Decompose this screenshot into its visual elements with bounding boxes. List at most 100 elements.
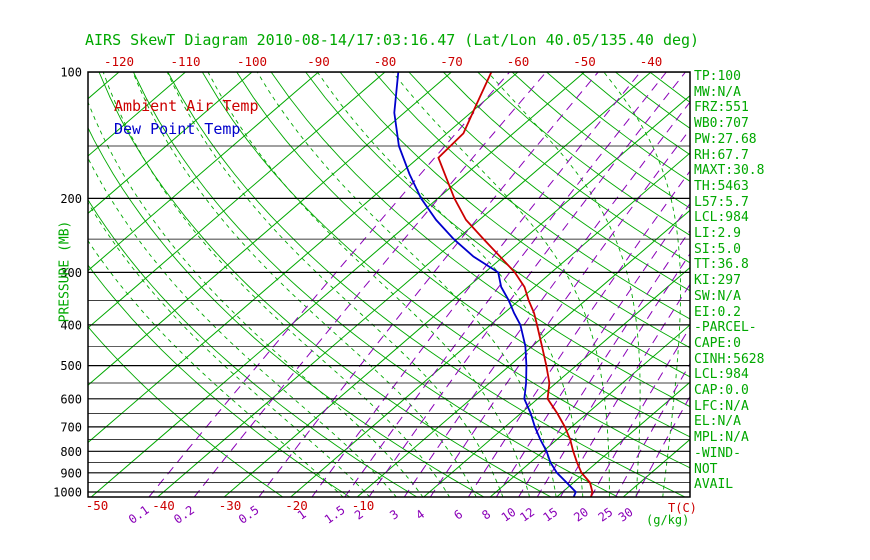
bottom-temp-tick--50: -50	[86, 498, 109, 513]
mixing-ratio-label-20: 20	[571, 505, 591, 525]
mixing-ratio-lines	[148, 72, 690, 497]
stats-line: PW:27.68	[694, 131, 757, 147]
isotherm--40	[157, 72, 652, 497]
mixing-ratio-line-20	[590, 326, 690, 497]
mixing-ratio-line-1.5	[344, 72, 667, 497]
isotherm--100	[88, 72, 253, 214]
dry-adiabat-290	[98, 72, 552, 497]
dry-adiabat-380	[408, 72, 690, 292]
dry-adiabat-390	[442, 72, 690, 264]
isotherm-10	[489, 324, 690, 497]
moist-adiabat-28	[392, 72, 610, 497]
stats-line: MPL:N/A	[694, 430, 749, 446]
isotherm--80	[88, 72, 386, 329]
stats-panel: TP:100 MW:N/A FRZ:551 WB0:707 PW:27.68 RH:67.…	[694, 69, 764, 493]
stats-line: LCL:984	[694, 367, 749, 383]
bottom-temp-tick--20: -20	[285, 498, 308, 513]
isotherm--110	[88, 72, 186, 157]
pressure-tick-100: 100	[60, 66, 82, 80]
isotherm--20	[290, 152, 690, 497]
pressure-lines	[88, 72, 690, 493]
mixing-ratio-label-6: 6	[451, 507, 465, 523]
stats-line: EI:0.2	[694, 304, 741, 320]
dry-adiabat-260	[88, 264, 351, 497]
mixing-ratio-label-4: 4	[413, 507, 427, 523]
pressure-tick-500: 500	[60, 359, 82, 373]
pressure-axis-label: PRESSURE (MB)	[57, 220, 73, 323]
stats-line: -WIND-	[694, 445, 741, 461]
stats-line: TH:5463	[694, 178, 749, 194]
plot-border	[87, 71, 691, 498]
stats-line: LFC:N/A	[694, 398, 749, 414]
isotherm-lines	[88, 72, 690, 497]
top-temp-tick--60: -60	[507, 54, 530, 69]
mixing-ratio-line-6	[467, 170, 690, 497]
temp-unit-label: T(C)	[668, 501, 697, 515]
moist-adiabat--8	[88, 201, 371, 497]
mixing-ratio-line-10	[518, 229, 690, 497]
pressure-tick-200: 200	[60, 192, 82, 206]
stats-line: CAPE:0	[694, 335, 741, 351]
moist-adiabat-4	[102, 72, 451, 497]
mixing-ratio-line-8	[495, 202, 690, 497]
stats-line: FRZ:551	[694, 100, 749, 116]
moist-adiabat-32	[487, 72, 641, 497]
dry-adiabat-410	[511, 72, 690, 209]
pressure-tick-600: 600	[60, 392, 82, 406]
pressure-tick-900: 900	[60, 466, 82, 480]
stats-line: WB0:707	[694, 116, 749, 132]
ambient-air-temp-profile	[437, 72, 594, 497]
stats-line: SW:N/A	[694, 288, 741, 304]
isotherm--30	[223, 95, 690, 497]
mixing-ratio-label-1.5: 1.5	[322, 503, 348, 527]
mixing-ratio-label-12: 12	[517, 505, 537, 525]
moist-adiabat-24	[317, 72, 584, 497]
mixing-ratio-label-25: 25	[596, 505, 616, 525]
mixing-ratio-line-12	[536, 252, 690, 497]
mixing-ratio-line-0.1	[148, 72, 510, 497]
top-temp-tick--90: -90	[307, 54, 330, 69]
dry-adiabat-330	[236, 72, 690, 438]
stats-line: SI:5.0	[694, 241, 741, 257]
top-temp-tick--80: -80	[374, 54, 397, 69]
stats-line: LI:2.9	[694, 226, 741, 242]
stats-line: KI:297	[694, 273, 741, 289]
bottom-temp-tick--10: -10	[352, 498, 375, 513]
dry-adiabat-300	[132, 72, 619, 497]
legend-ambient-air-temp: Ambient Air Temp	[114, 97, 259, 115]
axis-labels: -120 -110 -100 -90 -80 -70 -60 -50 -40 -50 -40 -30 -…	[53, 54, 662, 527]
pressure-tick-400: 400	[60, 318, 82, 332]
legend-dew-point-temp: Dew Point Temp	[114, 120, 241, 138]
moist-adiabat-20	[256, 72, 557, 497]
stats-line: AVAIL	[694, 477, 734, 493]
stats-line: MAXT:30.8	[694, 163, 765, 179]
isotherm-20	[556, 381, 690, 497]
stats-line: NOT	[694, 461, 718, 477]
moist-adiabat-16	[207, 72, 530, 497]
pressure-tick-1000: 1000	[53, 486, 82, 500]
dry-adiabat-370	[374, 72, 690, 320]
stats-line: RH:67.7	[694, 147, 749, 163]
moist-adiabat-lines	[88, 72, 681, 497]
stats-line: LCL:984	[694, 210, 749, 226]
moist-adiabat--12	[88, 239, 344, 497]
mixing-ratio-line-4	[429, 128, 690, 497]
mixing-ratio-label-3: 3	[387, 507, 401, 523]
moist-adiabat-8	[132, 72, 477, 497]
mixing-ratio-line-25	[614, 362, 690, 497]
dry-adiabat-350	[305, 72, 690, 378]
moist-adiabat-12	[166, 72, 504, 497]
isotherm--10	[356, 209, 690, 497]
dry-adiabat-340	[270, 72, 690, 408]
top-temp-tick--100: -100	[237, 54, 267, 69]
stats-line: CAP:0.0	[694, 383, 749, 399]
dew-point-temp-profile	[393, 72, 577, 497]
mixing-ratio-line-0.5	[258, 72, 599, 497]
chart-title: AIRS SkewT Diagram 2010-08-14/17:03:16.4…	[85, 31, 700, 49]
stats-line: L57:5.7	[694, 194, 749, 210]
mixing-ratio-line-3	[403, 101, 690, 497]
mixing-ratio-label-30: 30	[616, 505, 636, 525]
isotherm--50	[90, 72, 585, 497]
top-temp-tick--120: -120	[104, 54, 134, 69]
